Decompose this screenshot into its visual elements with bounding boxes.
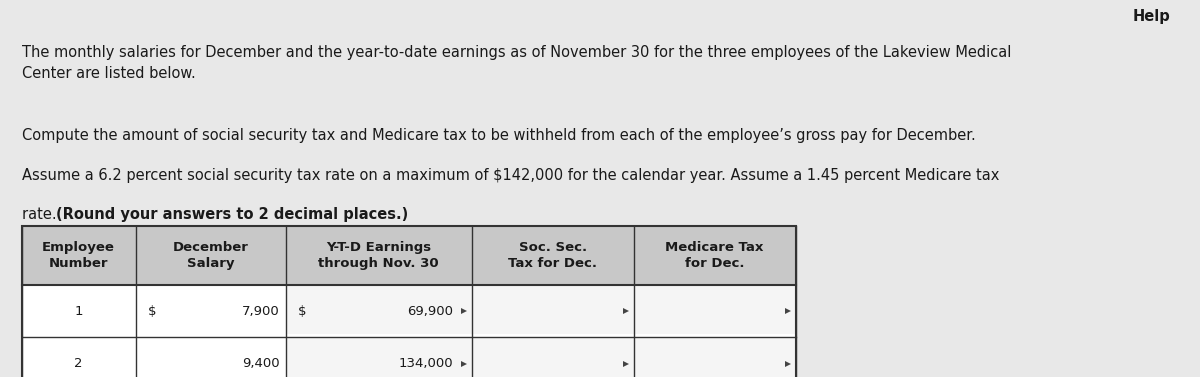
Text: $: $ [298,305,306,317]
Bar [472,337,634,377]
Text: 1: 1 [74,305,83,317]
Text: 7,900: 7,900 [242,305,280,317]
Bar [286,285,472,334]
Bar [634,285,796,334]
Text: (Round your answers to 2 decimal places.): (Round your answers to 2 decimal places.… [56,207,409,222]
Text: December
Salary: December Salary [173,241,248,270]
Text: rate.: rate. [22,207,61,222]
Text: 69,900: 69,900 [408,305,454,317]
Bar [22,337,796,377]
Text: 134,000: 134,000 [398,357,454,370]
Text: Medicare Tax
for Dec.: Medicare Tax for Dec. [666,241,763,270]
Text: Compute the amount of social security tax and Medicare tax to be withheld from e: Compute the amount of social security ta… [22,128,976,143]
Text: Assume a 6.2 percent social security tax rate on a maximum of $142,000 for the c: Assume a 6.2 percent social security tax… [22,168,998,183]
Text: Help: Help [1133,9,1170,25]
Text: 9,400: 9,400 [242,357,280,370]
Bar [286,337,472,377]
Text: 2: 2 [74,357,83,370]
Text: $: $ [148,305,156,317]
Bar [22,226,796,285]
Text: Y-T-D Earnings
through Nov. 30: Y-T-D Earnings through Nov. 30 [318,241,439,270]
Text: Employee
Number: Employee Number [42,241,115,270]
Bar [22,285,796,337]
Text: Soc. Sec.
Tax for Dec.: Soc. Sec. Tax for Dec. [508,241,598,270]
Text: The monthly salaries for December and the year-to-date earnings as of November 3: The monthly salaries for December and th… [22,45,1010,81]
Bar [634,337,796,377]
Bar [472,285,634,334]
Bar [22,226,796,377]
